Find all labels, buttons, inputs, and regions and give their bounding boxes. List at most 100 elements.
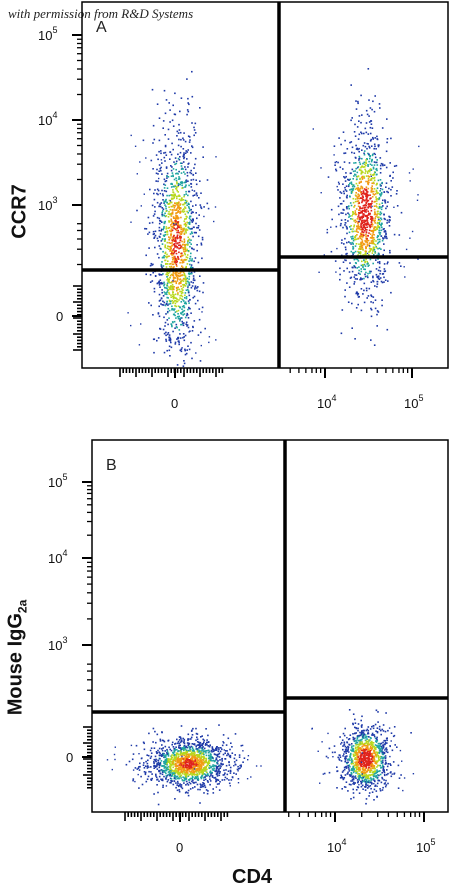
- event-dot: [166, 247, 168, 250]
- event-dot: [344, 189, 347, 191]
- event-dot: [352, 775, 354, 777]
- event-dot: [183, 194, 186, 196]
- event-dot: [347, 751, 350, 753]
- event-dot: [216, 746, 218, 748]
- event-dot: [172, 760, 174, 763]
- event-dot: [147, 759, 149, 762]
- event-dot: [385, 737, 388, 740]
- event-dot: [370, 237, 373, 239]
- event-dot: [199, 752, 201, 755]
- event-dot: [202, 768, 205, 771]
- event-dot: [169, 286, 171, 289]
- event-dot: [377, 144, 380, 146]
- event-dot: [200, 750, 202, 752]
- event-dot: [374, 219, 376, 221]
- event-dot: [379, 179, 382, 181]
- event-dot: [199, 204, 202, 206]
- event-dot: [369, 739, 371, 741]
- event-dot: [205, 761, 207, 763]
- event-dot: [169, 772, 171, 775]
- event-dot: [378, 261, 381, 263]
- event-dot: [183, 762, 185, 765]
- event-dot: [357, 775, 359, 778]
- event-dot: [396, 746, 398, 748]
- event-dot: [206, 741, 209, 744]
- event-dot: [136, 209, 138, 212]
- event-dot: [168, 759, 170, 762]
- event-dot: [158, 117, 161, 119]
- event-dot: [181, 320, 183, 323]
- event-dot: [385, 182, 388, 184]
- event-dot: [176, 748, 178, 751]
- event-dot: [377, 234, 379, 237]
- event-dot: [170, 228, 173, 230]
- event-dot: [183, 305, 185, 307]
- event-dot: [390, 180, 392, 182]
- event-dot: [361, 157, 363, 160]
- event-dot: [165, 256, 168, 259]
- event-dot: [215, 780, 218, 782]
- event-dot: [351, 215, 353, 217]
- event-dot: [176, 277, 179, 280]
- event-dot: [350, 192, 353, 194]
- event-dot: [338, 759, 341, 761]
- event-dot: [172, 198, 174, 200]
- event-dot: [379, 167, 382, 170]
- event-dot: [184, 765, 187, 767]
- event-dot: [352, 796, 355, 799]
- event-dot: [174, 341, 177, 344]
- event-dot: [170, 761, 172, 763]
- event-dot: [358, 202, 361, 204]
- event-dot: [163, 351, 166, 354]
- event-dot: [193, 190, 196, 192]
- event-dot: [379, 277, 382, 279]
- event-dot: [343, 744, 345, 746]
- event-dot: [189, 761, 192, 764]
- event-dot: [168, 286, 170, 288]
- event-dot: [342, 190, 345, 193]
- event-dot: [371, 732, 374, 735]
- event-dot: [204, 744, 207, 746]
- event-dot: [361, 195, 364, 197]
- event-dot: [357, 766, 360, 768]
- event-dot: [378, 770, 380, 773]
- event-dot: [198, 229, 201, 231]
- event-dot: [215, 757, 218, 759]
- event-dot: [396, 205, 399, 207]
- event-dot: [175, 263, 178, 266]
- event-dot: [343, 751, 346, 753]
- event-dot: [371, 767, 374, 769]
- event-dot: [359, 228, 361, 231]
- event-dot: [213, 765, 215, 768]
- event-dot: [360, 245, 363, 247]
- event-dot: [370, 217, 373, 219]
- event-dot: [173, 227, 175, 230]
- event-dot: [178, 767, 180, 769]
- event-dot: [380, 212, 383, 215]
- event-dot: [371, 182, 373, 185]
- event-dot: [172, 104, 174, 107]
- event-dot: [159, 754, 161, 757]
- event-dot: [366, 171, 369, 173]
- event-dot: [172, 236, 175, 238]
- event-dot: [176, 197, 178, 200]
- event-dot: [198, 771, 200, 773]
- event-dot: [354, 200, 357, 203]
- event-dot: [382, 752, 385, 755]
- event-dot: [365, 219, 368, 222]
- event-dot: [195, 204, 197, 206]
- event-dot: [200, 755, 203, 757]
- event-dot: [181, 247, 184, 249]
- event-dot: [227, 753, 230, 756]
- event-dot: [377, 269, 380, 272]
- event-dot: [159, 328, 162, 330]
- event-dot: [132, 779, 134, 782]
- event-dot: [350, 780, 352, 782]
- event-dot: [371, 154, 374, 157]
- event-dot: [179, 333, 181, 335]
- event-dot: [362, 196, 364, 199]
- event-dot: [346, 749, 349, 752]
- event-dot: [173, 209, 175, 211]
- event-dot: [200, 242, 203, 245]
- event-dot: [363, 191, 365, 194]
